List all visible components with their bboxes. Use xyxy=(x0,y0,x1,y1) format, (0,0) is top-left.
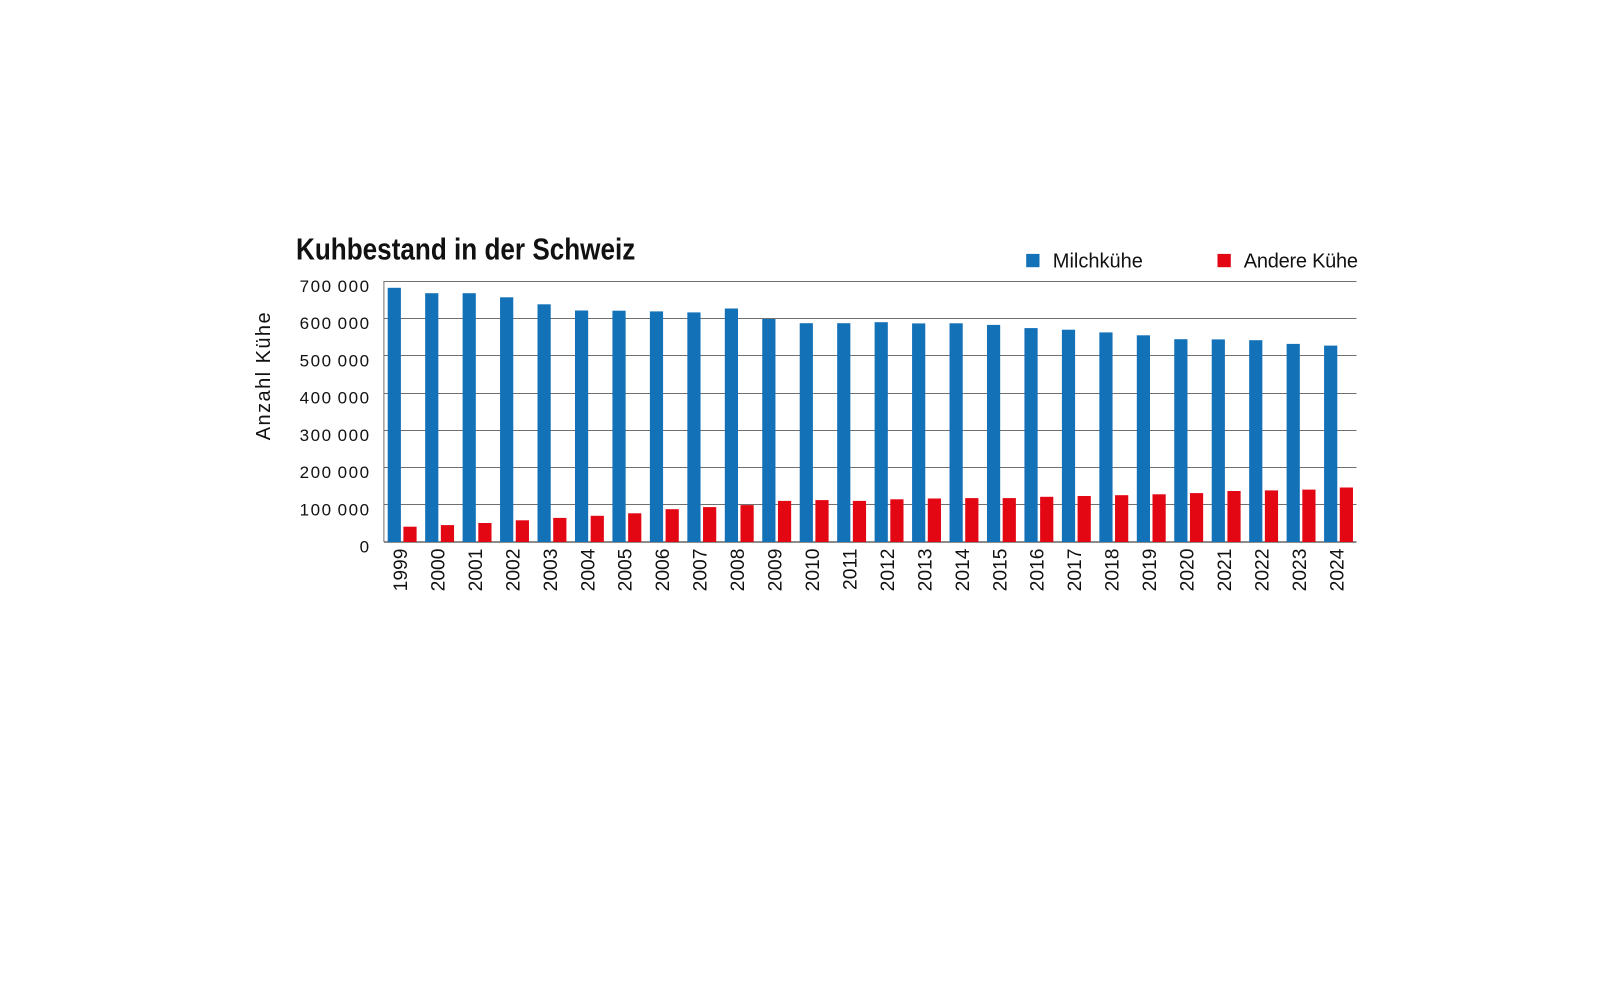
svg-text:2023: 2023 xyxy=(1290,549,1311,592)
svg-text:Anzahl Kühe: Anzahl Kühe xyxy=(253,311,275,440)
svg-text:2006: 2006 xyxy=(653,549,674,592)
svg-text:2019: 2019 xyxy=(1140,549,1161,592)
svg-text:300 000: 300 000 xyxy=(300,426,371,445)
svg-text:2004: 2004 xyxy=(578,548,599,591)
svg-text:Kuhbestand in der Schweiz: Kuhbestand in der Schweiz xyxy=(296,233,635,267)
svg-text:2012: 2012 xyxy=(878,549,899,592)
svg-text:2008: 2008 xyxy=(728,549,749,592)
svg-text:2015: 2015 xyxy=(990,549,1011,592)
svg-text:1999: 1999 xyxy=(391,549,412,592)
svg-text:2022: 2022 xyxy=(1252,549,1273,592)
svg-text:2010: 2010 xyxy=(803,549,824,592)
svg-text:2017: 2017 xyxy=(1065,549,1086,592)
svg-text:200 000: 200 000 xyxy=(300,463,371,482)
svg-text:0: 0 xyxy=(360,538,371,557)
svg-text:2002: 2002 xyxy=(503,549,524,592)
svg-text:2016: 2016 xyxy=(1028,549,1049,592)
svg-text:2011: 2011 xyxy=(840,549,861,590)
svg-text:2018: 2018 xyxy=(1103,549,1124,592)
svg-text:2013: 2013 xyxy=(915,549,936,592)
svg-text:2000: 2000 xyxy=(428,549,449,592)
svg-text:2001: 2001 xyxy=(466,549,487,592)
svg-text:Andere Kühe: Andere Kühe xyxy=(1244,251,1358,273)
svg-text:600 000: 600 000 xyxy=(300,314,371,333)
svg-text:100 000: 100 000 xyxy=(300,500,371,519)
svg-text:2021: 2021 xyxy=(1215,549,1236,592)
svg-text:700 000: 700 000 xyxy=(300,277,371,296)
svg-text:2014: 2014 xyxy=(953,548,974,591)
svg-text:2003: 2003 xyxy=(541,549,562,592)
svg-text:2024: 2024 xyxy=(1327,548,1348,591)
svg-text:500 000: 500 000 xyxy=(300,351,371,370)
svg-text:Milchkühe: Milchkühe xyxy=(1053,251,1143,273)
svg-text:2020: 2020 xyxy=(1178,549,1199,592)
svg-text:400 000: 400 000 xyxy=(300,389,371,408)
svg-text:2009: 2009 xyxy=(766,549,787,592)
svg-text:2005: 2005 xyxy=(616,549,637,592)
svg-text:2007: 2007 xyxy=(691,549,712,592)
